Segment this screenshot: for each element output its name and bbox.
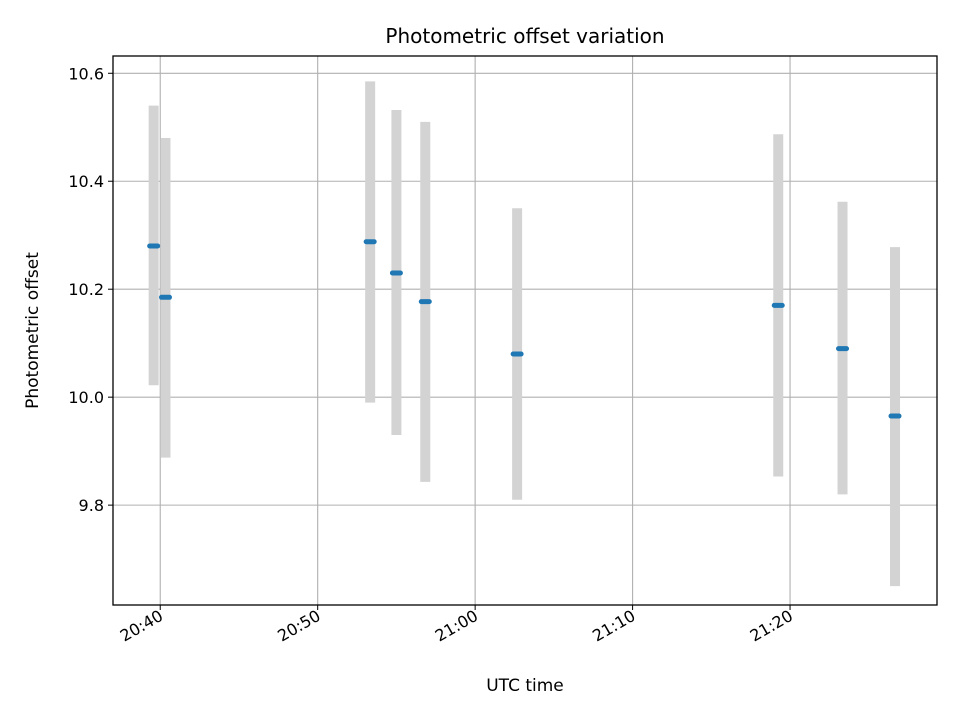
y-tick-label: 10.6 (68, 64, 104, 83)
y-axis-ticks: 9.8 10.0 10.2 10.4 10.6 (68, 64, 113, 515)
grid (113, 56, 937, 605)
y-tick-label: 9.8 (79, 496, 104, 515)
data-points (147, 239, 902, 419)
y-axis-label: Photometric offset (23, 252, 43, 409)
y-tick-label: 10.2 (68, 280, 104, 299)
x-axis-label: UTC time (486, 676, 564, 696)
y-tick-label: 10.4 (68, 172, 104, 191)
plot-frame (112, 55, 938, 606)
chart-title: Photometric offset variation (385, 24, 664, 48)
y-tick-label: 10.0 (68, 388, 104, 407)
